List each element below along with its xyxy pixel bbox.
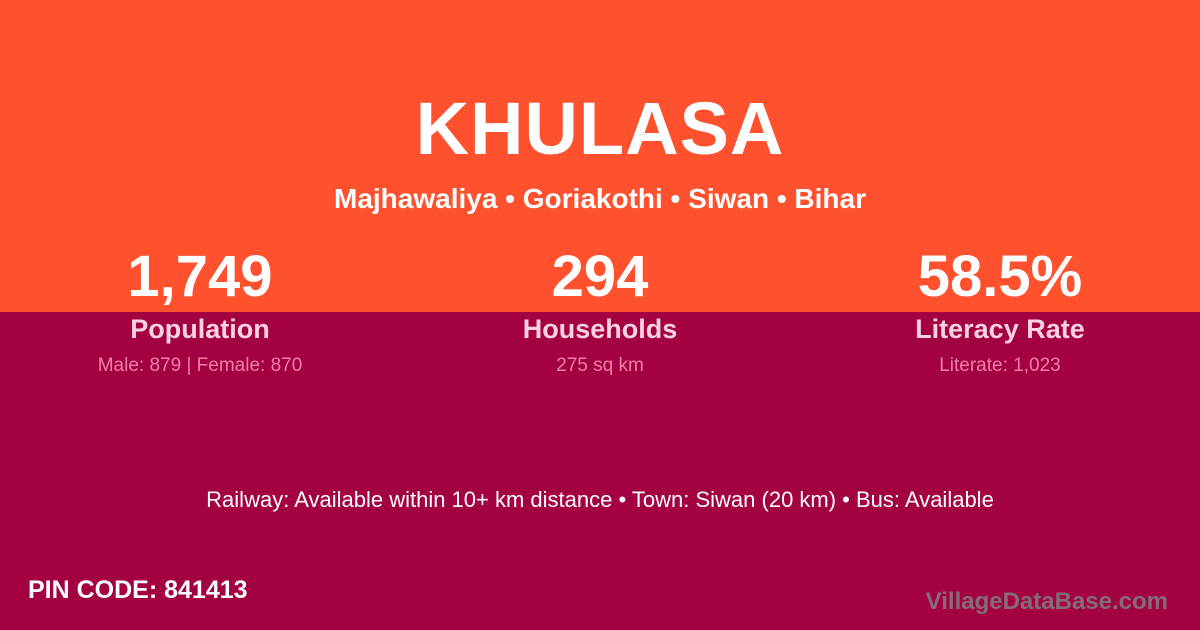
stat-households: 294 Households 275 sq km	[400, 247, 800, 376]
households-detail: 275 sq km	[556, 355, 644, 376]
literacy-detail: Literate: 1,023	[939, 355, 1061, 376]
stat-literacy: 58.5% Literacy Rate Literate: 1,023	[800, 247, 1200, 376]
literacy-label: Literacy Rate	[915, 314, 1085, 344]
stats-row: 1,749 Population Male: 879 | Female: 870…	[0, 247, 1200, 376]
transport-info: Railway: Available within 10+ km distanc…	[206, 487, 994, 512]
literacy-value: 58.5%	[917, 244, 1083, 309]
watermark-brand: VillageDataBase.com	[925, 588, 1168, 615]
header-band	[0, 0, 1200, 312]
pin-code: PIN CODE: 841413	[28, 576, 248, 604]
location-breadcrumb: Majhawaliya • Goriakothi • Siwan • Bihar	[334, 183, 866, 214]
stat-population: 1,749 Population Male: 879 | Female: 870	[0, 247, 400, 376]
households-label: Households	[522, 314, 678, 344]
population-label: Population	[130, 314, 270, 344]
population-value: 1,749	[127, 244, 273, 309]
population-detail: Male: 879 | Female: 870	[97, 355, 303, 376]
households-value: 294	[551, 244, 649, 309]
village-title: KHULASA	[415, 87, 785, 170]
